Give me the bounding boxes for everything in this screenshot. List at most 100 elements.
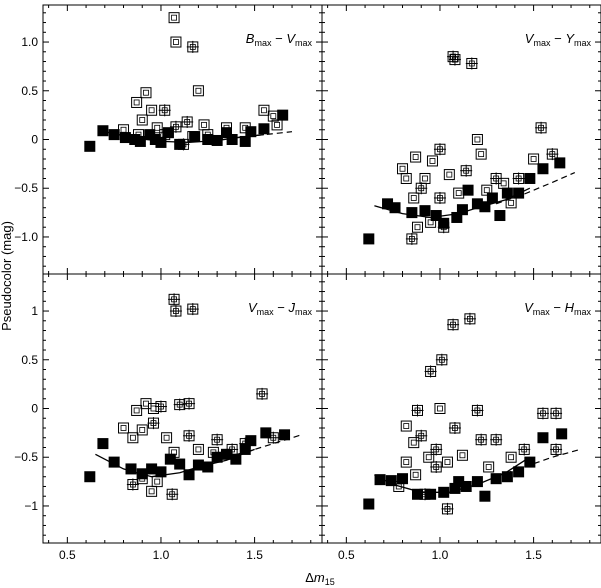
open-point — [400, 420, 412, 432]
filled-point — [245, 126, 257, 138]
open-point-inner — [214, 436, 221, 443]
open-point — [400, 456, 412, 468]
open-point — [430, 443, 442, 455]
filled-point — [155, 466, 167, 478]
filled-point — [239, 443, 251, 455]
panel-label-a: V — [525, 31, 535, 46]
open-point — [456, 449, 468, 461]
panel-label-dash: − — [550, 31, 565, 46]
panel-V-Y: Vmax − Ymax — [321, 4, 601, 275]
open-point — [411, 404, 423, 416]
open-point — [430, 461, 442, 473]
open-point — [410, 151, 422, 163]
open-point-inner — [515, 175, 522, 182]
open-point-inner — [154, 478, 161, 485]
filled-point — [374, 474, 386, 486]
open-point-inner — [450, 321, 456, 328]
filled-point — [146, 463, 158, 475]
open-point — [537, 407, 549, 419]
open-point-inner — [184, 119, 191, 125]
panel-label: Vmax − Ymax — [525, 31, 592, 48]
filled-point — [479, 201, 491, 213]
filled-point — [556, 428, 568, 440]
panel-V-H: 0.5 1.0 1.5 Vmax − Hmax — [321, 273, 601, 562]
x-tick-label: 0.5 — [59, 548, 76, 562]
open-point-inner — [478, 151, 485, 158]
y-tick-label: 0.5 — [21, 84, 38, 98]
panel-label-a-sub: max — [257, 307, 275, 317]
open-point-inner — [173, 308, 179, 314]
panel-label-a-sub: max — [533, 38, 551, 48]
filled-point — [453, 476, 465, 488]
open-point-inner — [154, 124, 161, 131]
open-point-inner — [455, 190, 462, 197]
open-point-inner — [521, 446, 528, 453]
open-point — [118, 422, 130, 434]
open-point-inner — [412, 154, 419, 160]
x-tick-label: 1.0 — [432, 548, 449, 562]
open-point — [449, 422, 461, 434]
y-axis-title: Pseudocolor (mag) — [0, 221, 14, 331]
open-point-inner — [148, 488, 155, 495]
open-point — [147, 417, 159, 429]
open-point-inner — [150, 420, 157, 427]
filled-point — [501, 187, 513, 199]
open-point — [127, 479, 139, 491]
open-point — [464, 313, 476, 325]
open-point — [460, 165, 472, 177]
panel-label-b-sub: max — [574, 38, 592, 48]
filled-point — [451, 211, 463, 223]
open-point-inner — [139, 117, 146, 123]
open-point-inner — [433, 446, 440, 453]
open-point — [271, 119, 283, 131]
open-point — [436, 354, 448, 366]
open-point-inner — [120, 425, 127, 431]
open-point — [170, 36, 182, 48]
filled-point — [363, 233, 375, 245]
open-point — [475, 148, 487, 160]
panel-label-a: B — [246, 31, 255, 46]
open-point — [550, 407, 562, 419]
filled-point — [486, 192, 498, 204]
open-point — [490, 434, 502, 446]
open-point — [198, 119, 210, 131]
filled-point — [385, 475, 397, 487]
open-point — [483, 461, 495, 473]
open-point — [166, 488, 178, 500]
filled-point — [245, 435, 257, 447]
open-point-inner — [463, 167, 470, 174]
open-point-inner — [161, 107, 168, 114]
open-point-inner — [414, 224, 421, 231]
open-point — [406, 233, 418, 245]
filled-point — [202, 134, 214, 145]
open-point — [408, 192, 420, 204]
panel-label-b: J — [287, 300, 295, 315]
open-point-inner — [437, 195, 443, 201]
open-point — [447, 319, 459, 331]
y-tick-label: 1 — [31, 304, 38, 318]
open-point-inner — [553, 446, 559, 453]
open-point — [136, 424, 148, 436]
filled-point — [192, 459, 204, 471]
open-point — [192, 443, 204, 455]
y-tick-label: 0.5 — [21, 353, 38, 367]
open-point — [183, 398, 195, 410]
open-point — [447, 51, 459, 63]
open-point — [174, 399, 186, 411]
panel-B-V: −1.0 −0.5 0 0.5 1.0 Bmax − Vmax — [14, 4, 323, 275]
open-point — [168, 12, 180, 24]
filled-point — [537, 163, 549, 175]
open-point — [183, 430, 195, 442]
panel-label-a-sub: max — [533, 307, 551, 317]
open-point — [425, 365, 437, 377]
filled-point — [419, 205, 431, 217]
filled-point — [258, 123, 270, 135]
open-point — [550, 443, 562, 455]
open-point — [159, 104, 171, 116]
filled-point — [363, 498, 375, 510]
filled-point — [479, 490, 491, 502]
x-axis-title-delta: Δ — [305, 570, 314, 585]
open-point-inner — [427, 368, 434, 375]
open-point-inner — [261, 107, 267, 114]
open-point — [505, 451, 517, 463]
